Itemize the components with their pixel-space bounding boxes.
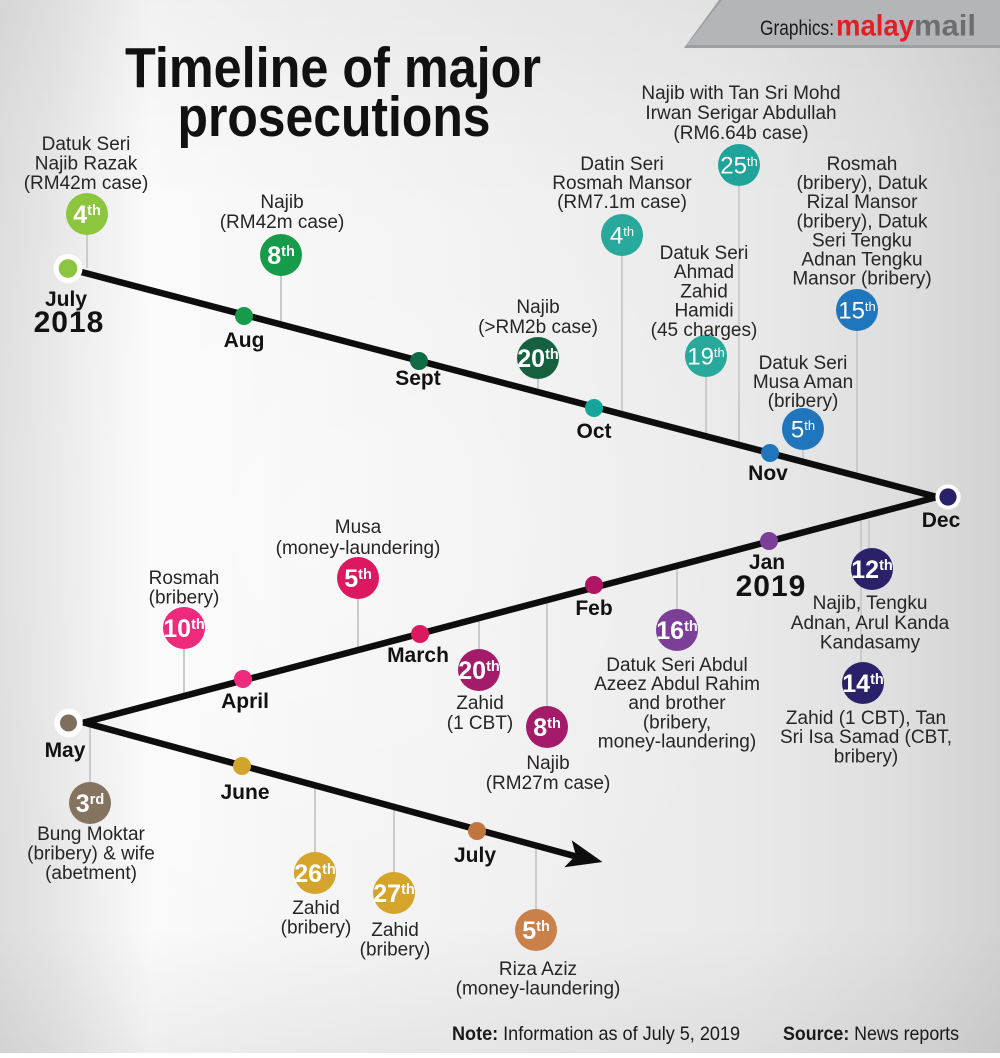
svg-text:Note: Information as of July 5: Note: Information as of July 5, 2019 xyxy=(452,1023,740,1045)
svg-text:Rizal Mansor: Rizal Mansor xyxy=(807,192,919,213)
svg-text:Kandasamy: Kandasamy xyxy=(820,633,921,654)
svg-text:Aug: Aug xyxy=(224,329,265,352)
svg-text:(RM6.64b case): (RM6.64b case) xyxy=(673,123,808,144)
svg-text:Datuk Seri Abdul: Datuk Seri Abdul xyxy=(606,655,748,676)
svg-text:Zahid (1 CBT), Tan: Zahid (1 CBT), Tan xyxy=(786,708,946,729)
svg-text:Musa Aman: Musa Aman xyxy=(753,372,853,393)
svg-text:Mansor (bribery): Mansor (bribery) xyxy=(792,269,931,290)
svg-text:(abetment): (abetment) xyxy=(45,863,137,884)
svg-text:Feb: Feb xyxy=(575,597,612,620)
svg-text:Source: News reports: Source: News reports xyxy=(783,1023,959,1045)
svg-text:March: March xyxy=(387,644,449,667)
svg-text:May: May xyxy=(45,739,86,762)
svg-text:4th: 4th xyxy=(73,201,101,229)
svg-text:April: April xyxy=(221,690,269,713)
svg-text:(money-laundering): (money-laundering) xyxy=(456,979,621,1000)
svg-text:Riza Aziz: Riza Aziz xyxy=(499,959,577,980)
svg-text:Zahid: Zahid xyxy=(456,693,504,714)
svg-text:bribery): bribery) xyxy=(834,746,898,767)
svg-text:July: July xyxy=(45,288,87,311)
svg-text:and brother: and brother xyxy=(628,693,726,714)
svg-text:Rosmah: Rosmah xyxy=(827,154,898,175)
svg-text:(bribery,: (bribery, xyxy=(643,712,711,733)
svg-text:Datuk Seri: Datuk Seri xyxy=(42,134,131,155)
svg-text:(bribery): (bribery) xyxy=(768,391,839,412)
svg-text:Oct: Oct xyxy=(576,420,611,443)
svg-text:(bribery): (bribery) xyxy=(360,940,431,961)
svg-text:Zahid: Zahid xyxy=(292,898,340,919)
svg-text:(RM27m case): (RM27m case) xyxy=(486,773,611,794)
svg-text:Hamidi: Hamidi xyxy=(674,301,733,322)
svg-text:Najib: Najib xyxy=(516,297,559,318)
svg-text:Ahmad: Ahmad xyxy=(674,262,734,283)
svg-text:Datin Seri: Datin Seri xyxy=(580,154,663,175)
svg-text:June: June xyxy=(220,781,269,804)
svg-text:Rosmah: Rosmah xyxy=(149,568,220,589)
svg-text:money-laundering): money-laundering) xyxy=(598,731,756,752)
svg-text:Adnan Tengku: Adnan Tengku xyxy=(801,250,922,271)
svg-text:Datuk Seri: Datuk Seri xyxy=(759,353,848,374)
svg-text:(1 CBT): (1 CBT) xyxy=(447,713,514,734)
svg-text:Najib Razak: Najib Razak xyxy=(35,154,138,175)
svg-text:Najib: Najib xyxy=(260,192,303,213)
svg-text:(RM42m case): (RM42m case) xyxy=(24,173,149,194)
svg-text:(bribery), Datuk: (bribery), Datuk xyxy=(797,173,928,194)
svg-text:(bribery), Datuk: (bribery), Datuk xyxy=(797,211,928,232)
svg-text:(bribery): (bribery) xyxy=(149,588,220,609)
svg-text:(RM7.1m case): (RM7.1m case) xyxy=(557,192,687,213)
svg-text:(45 charges): (45 charges) xyxy=(651,320,758,341)
svg-text:25th: 25th xyxy=(720,153,758,180)
svg-text:Dec: Dec xyxy=(922,509,961,532)
svg-text:12th: 12th xyxy=(851,556,893,584)
svg-text:Seri Tengku: Seri Tengku xyxy=(812,230,912,251)
svg-text:Sri Isa Samad (CBT,: Sri Isa Samad (CBT, xyxy=(780,727,952,748)
svg-text:Rosmah Mansor: Rosmah Mansor xyxy=(552,173,692,194)
svg-text:Jan: Jan xyxy=(749,551,785,574)
svg-text:Nov: Nov xyxy=(748,462,788,485)
svg-text:(money-laundering): (money-laundering) xyxy=(276,538,441,559)
svg-text:(bribery) & wife: (bribery) & wife xyxy=(27,844,155,865)
svg-text:Najib, Tengku: Najib, Tengku xyxy=(813,593,928,614)
svg-text:(RM42m case): (RM42m case) xyxy=(220,212,345,233)
svg-text:Sept: Sept xyxy=(395,367,441,390)
svg-text:Zahid: Zahid xyxy=(371,920,419,941)
svg-text:Najib with Tan Sri Mohd: Najib with Tan Sri Mohd xyxy=(641,83,840,104)
svg-text:(>RM2b case): (>RM2b case) xyxy=(478,317,598,338)
svg-text:mail: mail xyxy=(914,10,976,43)
svg-text:2019: 2019 xyxy=(736,570,807,603)
svg-text:July: July xyxy=(454,844,496,867)
svg-text:Adnan, Arul Kanda: Adnan, Arul Kanda xyxy=(791,613,950,634)
svg-text:prosecutions: prosecutions xyxy=(178,85,491,149)
svg-text:Zahid: Zahid xyxy=(680,281,728,302)
svg-text:malay: malay xyxy=(836,10,914,43)
svg-text:Graphics:: Graphics: xyxy=(760,17,834,40)
svg-text:Irwan Serigar Abdullah: Irwan Serigar Abdullah xyxy=(645,103,836,124)
svg-text:(bribery): (bribery) xyxy=(281,918,352,939)
svg-text:Datuk Seri: Datuk Seri xyxy=(660,243,749,264)
svg-text:2018: 2018 xyxy=(34,306,105,339)
svg-text:Bung Moktar: Bung Moktar xyxy=(37,824,145,845)
svg-text:Najib: Najib xyxy=(526,753,569,774)
svg-text:Azeez Abdul Rahim: Azeez Abdul Rahim xyxy=(594,674,760,695)
svg-text:8th: 8th xyxy=(533,714,561,742)
svg-text:Timeline of major: Timeline of major xyxy=(125,36,541,100)
svg-text:Musa: Musa xyxy=(335,517,382,538)
